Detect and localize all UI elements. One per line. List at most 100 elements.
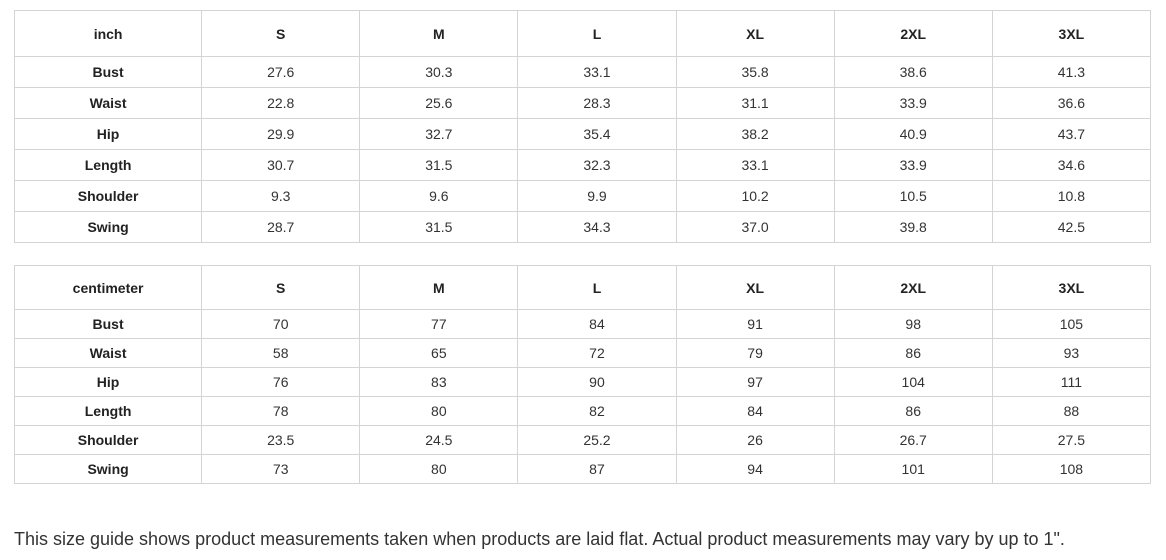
table-row: Length 30.7 31.5 32.3 33.1 33.9 34.6 [13, 149, 1152, 181]
measurement-value: 38.2 [675, 118, 835, 150]
measurement-value: 27.5 [991, 425, 1152, 455]
size-header: 2XL [833, 265, 993, 310]
measurement-value: 29.9 [201, 118, 361, 150]
measurement-value: 10.2 [675, 180, 835, 212]
measurement-label: Hip [13, 118, 203, 150]
measurement-label: Waist [13, 87, 203, 119]
measurement-label: Length [13, 396, 203, 426]
size-header: 3XL [991, 10, 1152, 57]
size-header: M [359, 10, 519, 57]
size-header: XL [675, 10, 835, 57]
measurement-value: 37.0 [675, 211, 835, 243]
measurement-value: 33.9 [833, 87, 993, 119]
measurement-value: 10.5 [833, 180, 993, 212]
measurement-value: 105 [991, 309, 1152, 339]
measurement-value: 9.3 [201, 180, 361, 212]
measurement-value: 83 [359, 367, 519, 397]
measurement-value: 31.5 [359, 149, 519, 181]
table-row: Waist 58 65 72 79 86 93 [13, 338, 1152, 368]
measurement-value: 87 [517, 454, 677, 484]
measurement-value: 97 [675, 367, 835, 397]
measurement-value: 90 [517, 367, 677, 397]
measurement-value: 104 [833, 367, 993, 397]
measurement-value: 73 [201, 454, 361, 484]
size-header: 2XL [833, 10, 993, 57]
measurement-value: 25.2 [517, 425, 677, 455]
size-header: L [517, 265, 677, 310]
measurement-value: 108 [991, 454, 1152, 484]
measurement-value: 41.3 [991, 56, 1152, 88]
measurement-value: 84 [517, 309, 677, 339]
measurement-value: 72 [517, 338, 677, 368]
measurement-value: 88 [991, 396, 1152, 426]
size-header: S [201, 10, 361, 57]
measurement-value: 35.8 [675, 56, 835, 88]
table-row: Bust 70 77 84 91 98 105 [13, 309, 1152, 339]
measurement-value: 80 [359, 396, 519, 426]
measurement-value: 93 [991, 338, 1152, 368]
measurement-value: 42.5 [991, 211, 1152, 243]
table-row: Bust 27.6 30.3 33.1 35.8 38.6 41.3 [13, 56, 1152, 88]
measurement-value: 33.9 [833, 149, 993, 181]
size-header: 3XL [991, 265, 1152, 310]
unit-header: inch [13, 10, 203, 57]
measurement-value: 26.7 [833, 425, 993, 455]
measurement-value: 101 [833, 454, 993, 484]
measurement-value: 33.1 [675, 149, 835, 181]
measurement-value: 98 [833, 309, 993, 339]
measurement-value: 30.7 [201, 149, 361, 181]
measurement-value: 34.3 [517, 211, 677, 243]
measurement-label: Hip [13, 367, 203, 397]
table-row: Shoulder 23.5 24.5 25.2 26 26.7 27.5 [13, 425, 1152, 455]
measurement-value: 79 [675, 338, 835, 368]
measurement-value: 86 [833, 338, 993, 368]
measurement-label: Bust [13, 56, 203, 88]
measurement-value: 77 [359, 309, 519, 339]
measurement-value: 24.5 [359, 425, 519, 455]
measurement-value: 86 [833, 396, 993, 426]
measurement-label: Shoulder [13, 425, 203, 455]
measurement-label: Waist [13, 338, 203, 368]
measurement-value: 22.8 [201, 87, 361, 119]
measurement-value: 30.3 [359, 56, 519, 88]
size-header: XL [675, 265, 835, 310]
measurement-value: 80 [359, 454, 519, 484]
measurement-value: 39.8 [833, 211, 993, 243]
table-row: Waist 22.8 25.6 28.3 31.1 33.9 36.6 [13, 87, 1152, 119]
measurement-label: Swing [13, 211, 203, 243]
measurement-value: 111 [991, 367, 1152, 397]
size-table-inch: inch S M L XL 2XL 3XL Bust 27.6 30.3 33.1 35.8 38.6 4… [13, 10, 1152, 243]
measurement-value: 31.5 [359, 211, 519, 243]
measurement-value: 23.5 [201, 425, 361, 455]
size-header: M [359, 265, 519, 310]
measurement-value: 34.6 [991, 149, 1152, 181]
measurement-value: 40.9 [833, 118, 993, 150]
table-row: Hip 29.9 32.7 35.4 38.2 40.9 43.7 [13, 118, 1152, 150]
measurement-value: 65 [359, 338, 519, 368]
header-row: inch S M L XL 2XL 3XL [13, 10, 1152, 57]
table-row: Swing 73 80 87 94 101 108 [13, 454, 1152, 484]
measurement-value: 84 [675, 396, 835, 426]
measurement-value: 31.1 [675, 87, 835, 119]
measurement-value: 26 [675, 425, 835, 455]
measurement-label: Swing [13, 454, 203, 484]
measurement-value: 28.3 [517, 87, 677, 119]
measurement-value: 94 [675, 454, 835, 484]
table-row: Hip 76 83 90 97 104 111 [13, 367, 1152, 397]
measurement-value: 91 [675, 309, 835, 339]
measurement-value: 76 [201, 367, 361, 397]
table-row: Swing 28.7 31.5 34.3 37.0 39.8 42.5 [13, 211, 1152, 243]
measurement-value: 32.3 [517, 149, 677, 181]
measurement-value: 10.8 [991, 180, 1152, 212]
measurement-label: Shoulder [13, 180, 203, 212]
measurement-value: 38.6 [833, 56, 993, 88]
measurement-value: 9.6 [359, 180, 519, 212]
measurement-value: 58 [201, 338, 361, 368]
measurement-value: 43.7 [991, 118, 1152, 150]
measurement-label: Bust [13, 309, 203, 339]
measurement-value: 25.6 [359, 87, 519, 119]
size-header: L [517, 10, 677, 57]
measurement-label: Length [13, 149, 203, 181]
measurement-value: 70 [201, 309, 361, 339]
size-header: S [201, 265, 361, 310]
